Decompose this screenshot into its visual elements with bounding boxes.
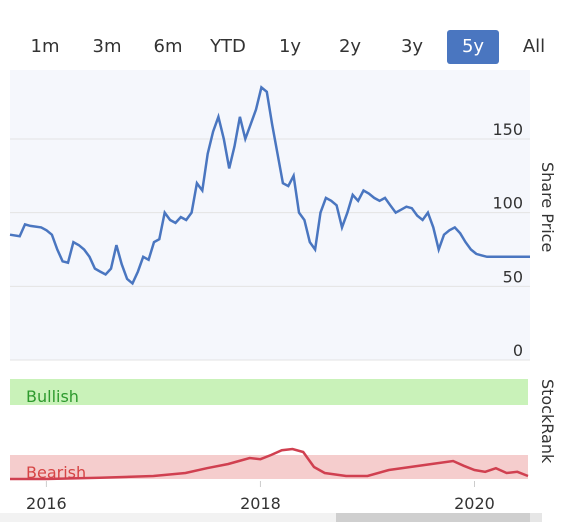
x-tick-label: 2018 — [240, 494, 281, 513]
range-button-3m[interactable]: 3m — [92, 36, 122, 57]
x-tick-labels: 2016 2018 2020 — [26, 481, 495, 513]
y-tick-label: 50 — [503, 267, 523, 286]
share-price-chart: 0 50 100 150 Share Price — [9, 70, 557, 361]
range-button-2y[interactable]: 2y — [338, 36, 362, 57]
y-gridlines — [10, 138, 530, 361]
range-button-6m[interactable]: 6m — [153, 36, 183, 57]
range-button-1m[interactable]: 1m — [30, 36, 60, 57]
navigator-scroll-right-arrow[interactable] — [530, 513, 542, 522]
y-tick-label: 100 — [492, 194, 523, 213]
y-tick-labels: 0 50 100 150 — [492, 120, 523, 360]
x-tick-label: 2020 — [454, 494, 495, 513]
bullish-band — [10, 379, 528, 405]
range-button-1y[interactable]: 1y — [278, 36, 302, 57]
x-tick-label: 2016 — [26, 494, 67, 513]
range-selector: 1m 3m 6m YTD 1y 2y 3y 5y All — [0, 30, 569, 64]
y-tick-label: 0 — [513, 341, 523, 360]
range-button-3y[interactable]: 3y — [400, 36, 424, 57]
navigator-scrollbar-thumb[interactable] — [336, 513, 530, 522]
bullish-label: Bullish — [26, 387, 79, 406]
range-button-5y[interactable]: 5y — [447, 30, 499, 64]
stockrank-chart: Bullish Bearish 2016 2018 2020 StockRank — [10, 379, 557, 513]
navigator-scrollbar-track[interactable] — [0, 513, 530, 522]
share-price-line — [9, 85, 530, 286]
stockrank-line — [10, 447, 529, 481]
range-button-all[interactable]: All — [522, 36, 546, 57]
bearish-band — [10, 455, 528, 479]
y-axis-label: Share Price — [538, 162, 557, 252]
stockrank-axis-label: StockRank — [538, 379, 557, 464]
range-button-ytd[interactable]: YTD — [210, 36, 246, 57]
y-tick-label: 150 — [492, 120, 523, 139]
